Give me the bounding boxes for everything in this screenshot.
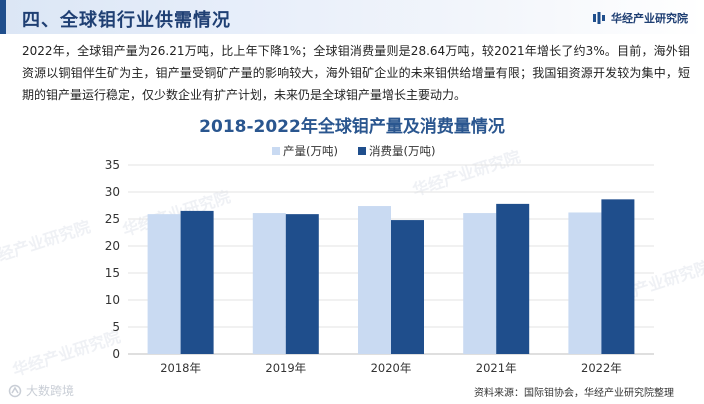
bar	[252, 213, 286, 354]
header-accent	[0, 0, 6, 34]
y-tick-label: 35	[105, 158, 120, 172]
x-tick-label: 2019年	[265, 361, 306, 375]
x-tick-label: 2020年	[371, 361, 412, 375]
bar	[358, 206, 391, 354]
y-tick-label: 25	[105, 212, 120, 226]
footer-watermark-text: 大数跨境	[26, 384, 75, 398]
legend-label: 消费量(万吨)	[369, 144, 435, 158]
bar	[496, 203, 530, 354]
bar	[568, 212, 602, 354]
y-tick-label: 30	[105, 185, 120, 199]
footer-logo-icon	[8, 384, 22, 397]
bar	[285, 214, 319, 354]
legend-swatch	[358, 147, 366, 155]
source-note: 资料来源：国际钼协会，华经产业研究院整理	[474, 388, 674, 399]
header-bar: 四、全球钼行业供需情况 华经产业研究院	[0, 0, 704, 34]
bar	[601, 199, 635, 354]
bar	[463, 213, 497, 354]
y-tick-label: 0	[112, 347, 120, 361]
legend-swatch	[272, 147, 280, 155]
x-tick-label: 2022年	[581, 361, 622, 375]
y-tick-label: 15	[105, 266, 120, 280]
chart-title: 2018-2022年全球钼产量及消费量情况	[199, 117, 505, 137]
x-tick-label: 2021年	[476, 361, 517, 375]
bar	[391, 220, 424, 354]
legend-label: 产量(万吨)	[283, 144, 338, 158]
footer-watermark: 大数跨境	[8, 382, 74, 399]
bar	[180, 210, 214, 354]
y-tick-label: 5	[112, 320, 120, 334]
brand-logo-icon	[593, 12, 605, 24]
page-title: 四、全球钼行业供需情况	[22, 10, 231, 31]
bar	[147, 214, 181, 354]
x-tick-label: 2018年	[160, 361, 201, 375]
intro-paragraph: 2022年，全球钼产量为26.21万吨，比上年下降1%；全球钼消费量则是28.6…	[22, 44, 690, 102]
y-tick-label: 10	[105, 293, 120, 307]
brand: 华经产业研究院	[593, 10, 688, 26]
brand-name: 华经产业研究院	[611, 12, 688, 25]
y-tick-label: 20	[105, 239, 120, 253]
